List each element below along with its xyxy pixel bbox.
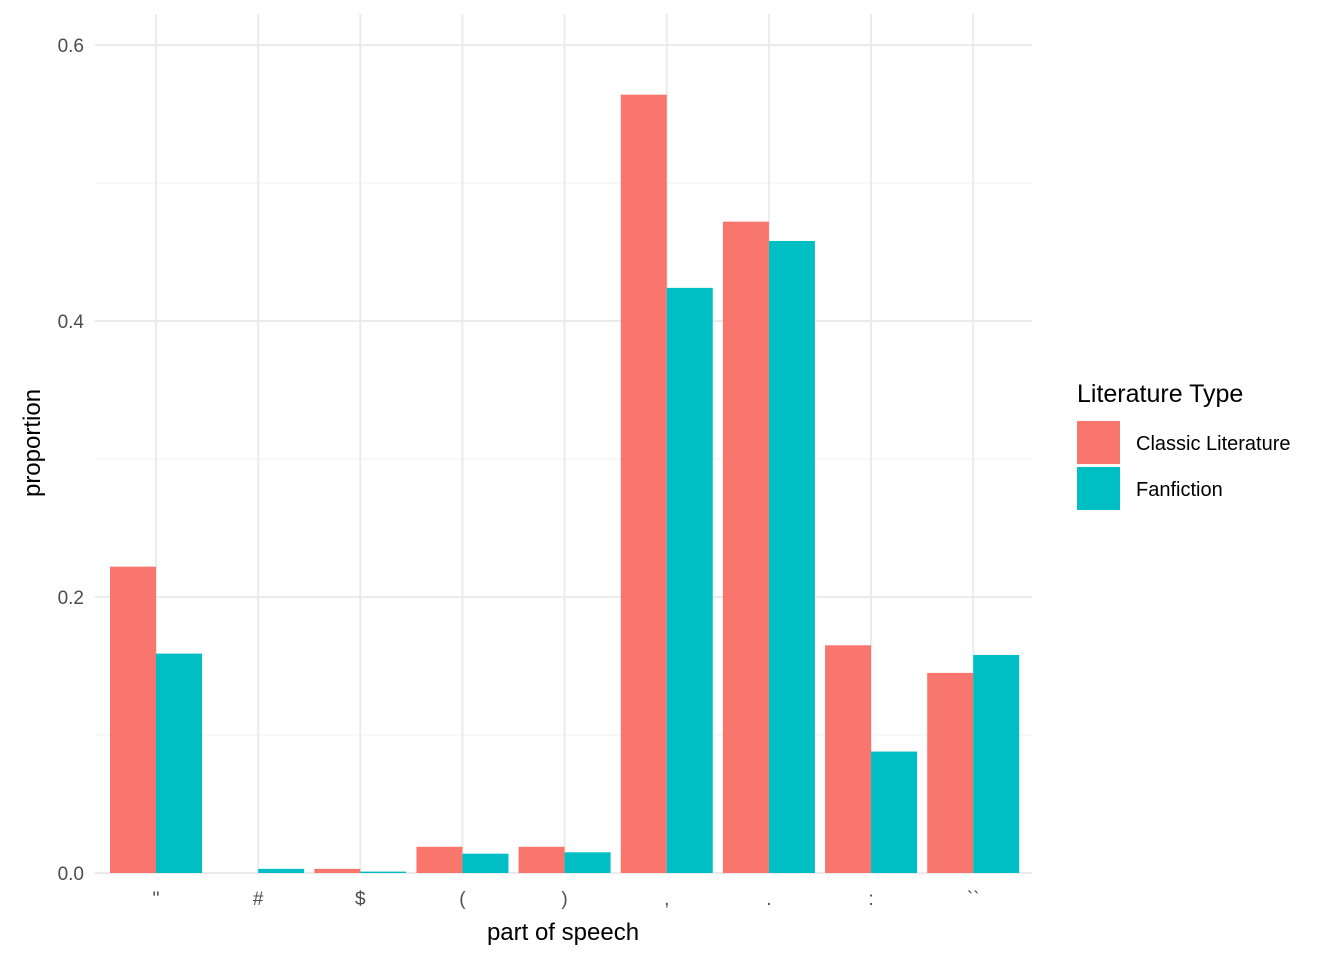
y-axis-title: proportion <box>19 389 46 497</box>
bar-classic-literature <box>927 672 974 873</box>
bar-fanfiction <box>768 240 815 873</box>
x-tick-label: $ <box>355 889 366 910</box>
legend-label: Fanfiction <box>1136 479 1223 501</box>
x-axis-title: part of speech <box>487 919 639 946</box>
bar-classic-literature <box>416 846 463 873</box>
grid-lines <box>95 14 1032 874</box>
bar-fanfiction <box>462 853 509 873</box>
bar-classic-literature <box>825 645 872 873</box>
x-tick-label: . <box>766 889 771 910</box>
x-tick-label: `` <box>967 889 980 910</box>
bar-fanfiction <box>564 852 611 873</box>
x-axis-ticks: '' # $ (),.: `` <box>152 889 979 910</box>
bar-fanfiction <box>871 751 918 873</box>
y-tick-label: 0.4 <box>58 312 85 333</box>
bar-classic-literature <box>620 94 667 874</box>
bar-fanfiction <box>258 868 305 873</box>
x-tick-label: : <box>868 889 873 910</box>
bar-classic-literature <box>518 846 565 873</box>
bars <box>110 94 1020 874</box>
x-tick-label: '' <box>152 889 159 910</box>
y-tick-label: 0.0 <box>58 864 84 885</box>
x-tick-label: # <box>253 889 264 910</box>
legend-key <box>1077 467 1120 510</box>
bar-classic-literature <box>110 566 156 873</box>
legend: Literature Type Classic Literature Fanfic… <box>1077 380 1291 510</box>
x-tick-label: ) <box>561 889 567 910</box>
x-tick-label: ( <box>459 889 466 910</box>
legend-title: Literature Type <box>1077 380 1243 408</box>
bar-fanfiction <box>360 871 407 873</box>
y-tick-label: 0.2 <box>58 588 84 609</box>
legend-key <box>1077 421 1120 464</box>
bar-fanfiction <box>666 287 713 873</box>
x-tick-label: , <box>664 889 669 910</box>
bar-fanfiction <box>973 654 1020 873</box>
y-axis-ticks: 0.0 0.2 0.4 0.6 <box>58 36 85 885</box>
y-tick-label: 0.6 <box>58 36 84 57</box>
bar-classic-literature <box>314 868 361 873</box>
bar-classic-literature <box>722 221 769 873</box>
bar-fanfiction <box>156 653 202 873</box>
legend-items: Classic Literature Fanfiction <box>1077 421 1291 510</box>
legend-label: Classic Literature <box>1136 433 1291 455</box>
